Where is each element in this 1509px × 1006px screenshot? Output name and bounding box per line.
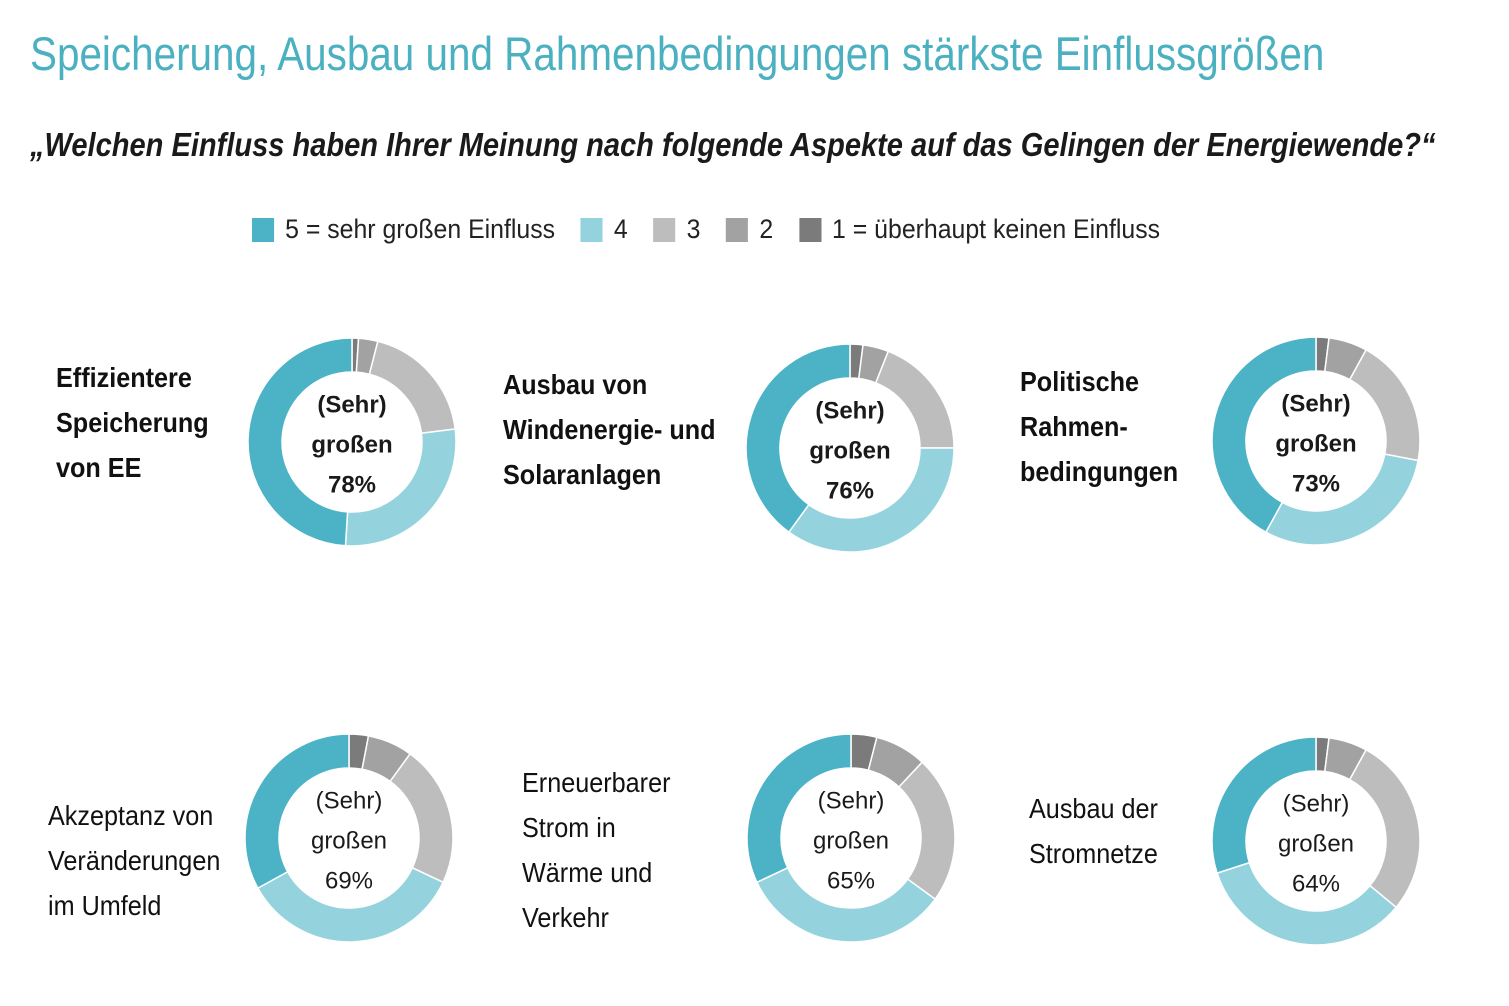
chart-label-3: Politische Rahmen-bedingungen <box>1020 359 1178 494</box>
page-title: Speicherung, Ausbau und Rahmenbedingunge… <box>30 27 1325 80</box>
center-text-line: großen <box>311 827 387 854</box>
center-text-line: großen <box>1275 430 1356 457</box>
chart-label-1: Effizientere Speicherung von EE <box>56 355 209 490</box>
chart-label-2: Ausbau von Windenergie- und Solaranlagen <box>503 362 716 497</box>
donut-slice-3 <box>368 340 457 435</box>
donut-chart-1: (Sehr) großen 78% <box>247 337 457 547</box>
donut-slice-3 <box>874 350 955 449</box>
legend-item-4: 4 <box>580 214 628 245</box>
chart-label-line: Erneuerbarer <box>522 767 671 798</box>
legend-swatch-3 <box>653 217 676 242</box>
center-percentage: 69% <box>325 867 373 894</box>
donut-chart-3: (Sehr) großen 73% <box>1211 336 1421 546</box>
donut-slice-4 <box>1264 453 1420 546</box>
center-text-line: großen <box>813 827 889 854</box>
legend-item-2: 2 <box>726 214 773 245</box>
chart-label-5: Erneuerbarer Strom in Wärme und Verkehr <box>522 760 670 940</box>
chart-label-line: Veränderungen <box>48 845 221 876</box>
chart-label-line: Solaranlagen <box>503 459 662 490</box>
donut-slice-5 <box>746 733 852 884</box>
chart-label-line: Windenergie- und <box>503 414 716 445</box>
chart-label-6: Ausbau der Stromnetze <box>1029 786 1158 876</box>
legend-item-1: 1 = überhaupt keinen Einfluss <box>798 214 1161 245</box>
center-text-line: (Sehr) <box>1283 790 1350 817</box>
legend-label-2: 2 <box>759 214 774 244</box>
chart-label-line: Effizientere <box>56 362 192 393</box>
donut-slice-3 <box>1348 348 1421 462</box>
center-text-line: großen <box>809 437 890 464</box>
chart-label-line: Akzeptanz von <box>48 800 214 831</box>
donut-slice-5 <box>1211 736 1317 875</box>
center-text-line: (Sehr) <box>317 391 386 418</box>
center-percentage: 78% <box>328 471 376 498</box>
donut-slice-5 <box>244 733 350 890</box>
center-text-line: (Sehr) <box>316 787 383 814</box>
chart-label-line: Stromnetze <box>1029 838 1158 869</box>
center-percentage: 65% <box>827 867 875 894</box>
legend-label-1: 1 = überhaupt keinen Einfluss <box>832 214 1161 244</box>
legend-item-5: 5 = sehr großen Einfluss <box>252 214 555 245</box>
donut-slice-3 <box>1348 748 1421 909</box>
center-percentage: 73% <box>1292 470 1340 497</box>
chart-label-line: Ausbau der <box>1029 793 1158 824</box>
legend-label-4: 4 <box>613 214 628 244</box>
legend-swatch-2 <box>726 217 749 242</box>
chart-label-line: Rahmen- <box>1020 411 1128 442</box>
donut-slice-4 <box>755 866 937 943</box>
center-text-line: (Sehr) <box>815 397 884 424</box>
center-text-line: (Sehr) <box>1281 390 1350 417</box>
donut-chart-4: (Sehr) großen 69% <box>244 733 454 943</box>
center-text-line: (Sehr) <box>818 787 885 814</box>
donut-slice-3 <box>389 752 454 884</box>
legend-label-5: 5 = sehr großen Einfluss <box>285 214 556 244</box>
legend-item-3: 3 <box>653 214 701 245</box>
legend-swatch-5 <box>252 217 275 242</box>
page-subtitle: „Welchen Einfluss haben Ihrer Meinung na… <box>30 126 1436 163</box>
chart-label-line: Verkehr <box>522 902 609 933</box>
chart-label-line: Wärme und <box>522 857 653 888</box>
donut-slice-5 <box>745 343 851 534</box>
chart-label-line: Politische <box>1020 366 1140 397</box>
donut-slice-5 <box>1211 336 1317 534</box>
chart-label-line: von EE <box>56 452 142 483</box>
center-percentage: 64% <box>1292 870 1340 897</box>
donut-chart-5: (Sehr) großen 65% <box>746 733 956 943</box>
legend-swatch-4 <box>580 217 603 242</box>
chart-label-4: Akzeptanz von Veränderungen im Umfeld <box>48 793 220 928</box>
center-text-line: großen <box>1278 830 1354 857</box>
center-text-line: großen <box>311 431 392 458</box>
donut-slice-5 <box>247 337 353 547</box>
chart-label-line: im Umfeld <box>48 890 162 921</box>
center-percentage: 76% <box>826 477 874 504</box>
donut-chart-2: (Sehr) großen 76% <box>745 343 955 553</box>
legend-swatch-1 <box>798 217 822 242</box>
donut-chart-6: (Sehr) großen 64% <box>1211 736 1421 946</box>
chart-label-line: Ausbau von <box>503 369 648 400</box>
chart-label-line: Speicherung <box>56 407 209 438</box>
donut-slice-4 <box>1216 861 1398 946</box>
chart-label-line: Strom in <box>522 812 616 843</box>
chart-label-line: bedingungen <box>1020 456 1179 487</box>
chart-legend: 5 = sehr großen Einfluss 4 3 2 1 = überh… <box>252 214 1186 245</box>
legend-label-3: 3 <box>686 214 701 244</box>
